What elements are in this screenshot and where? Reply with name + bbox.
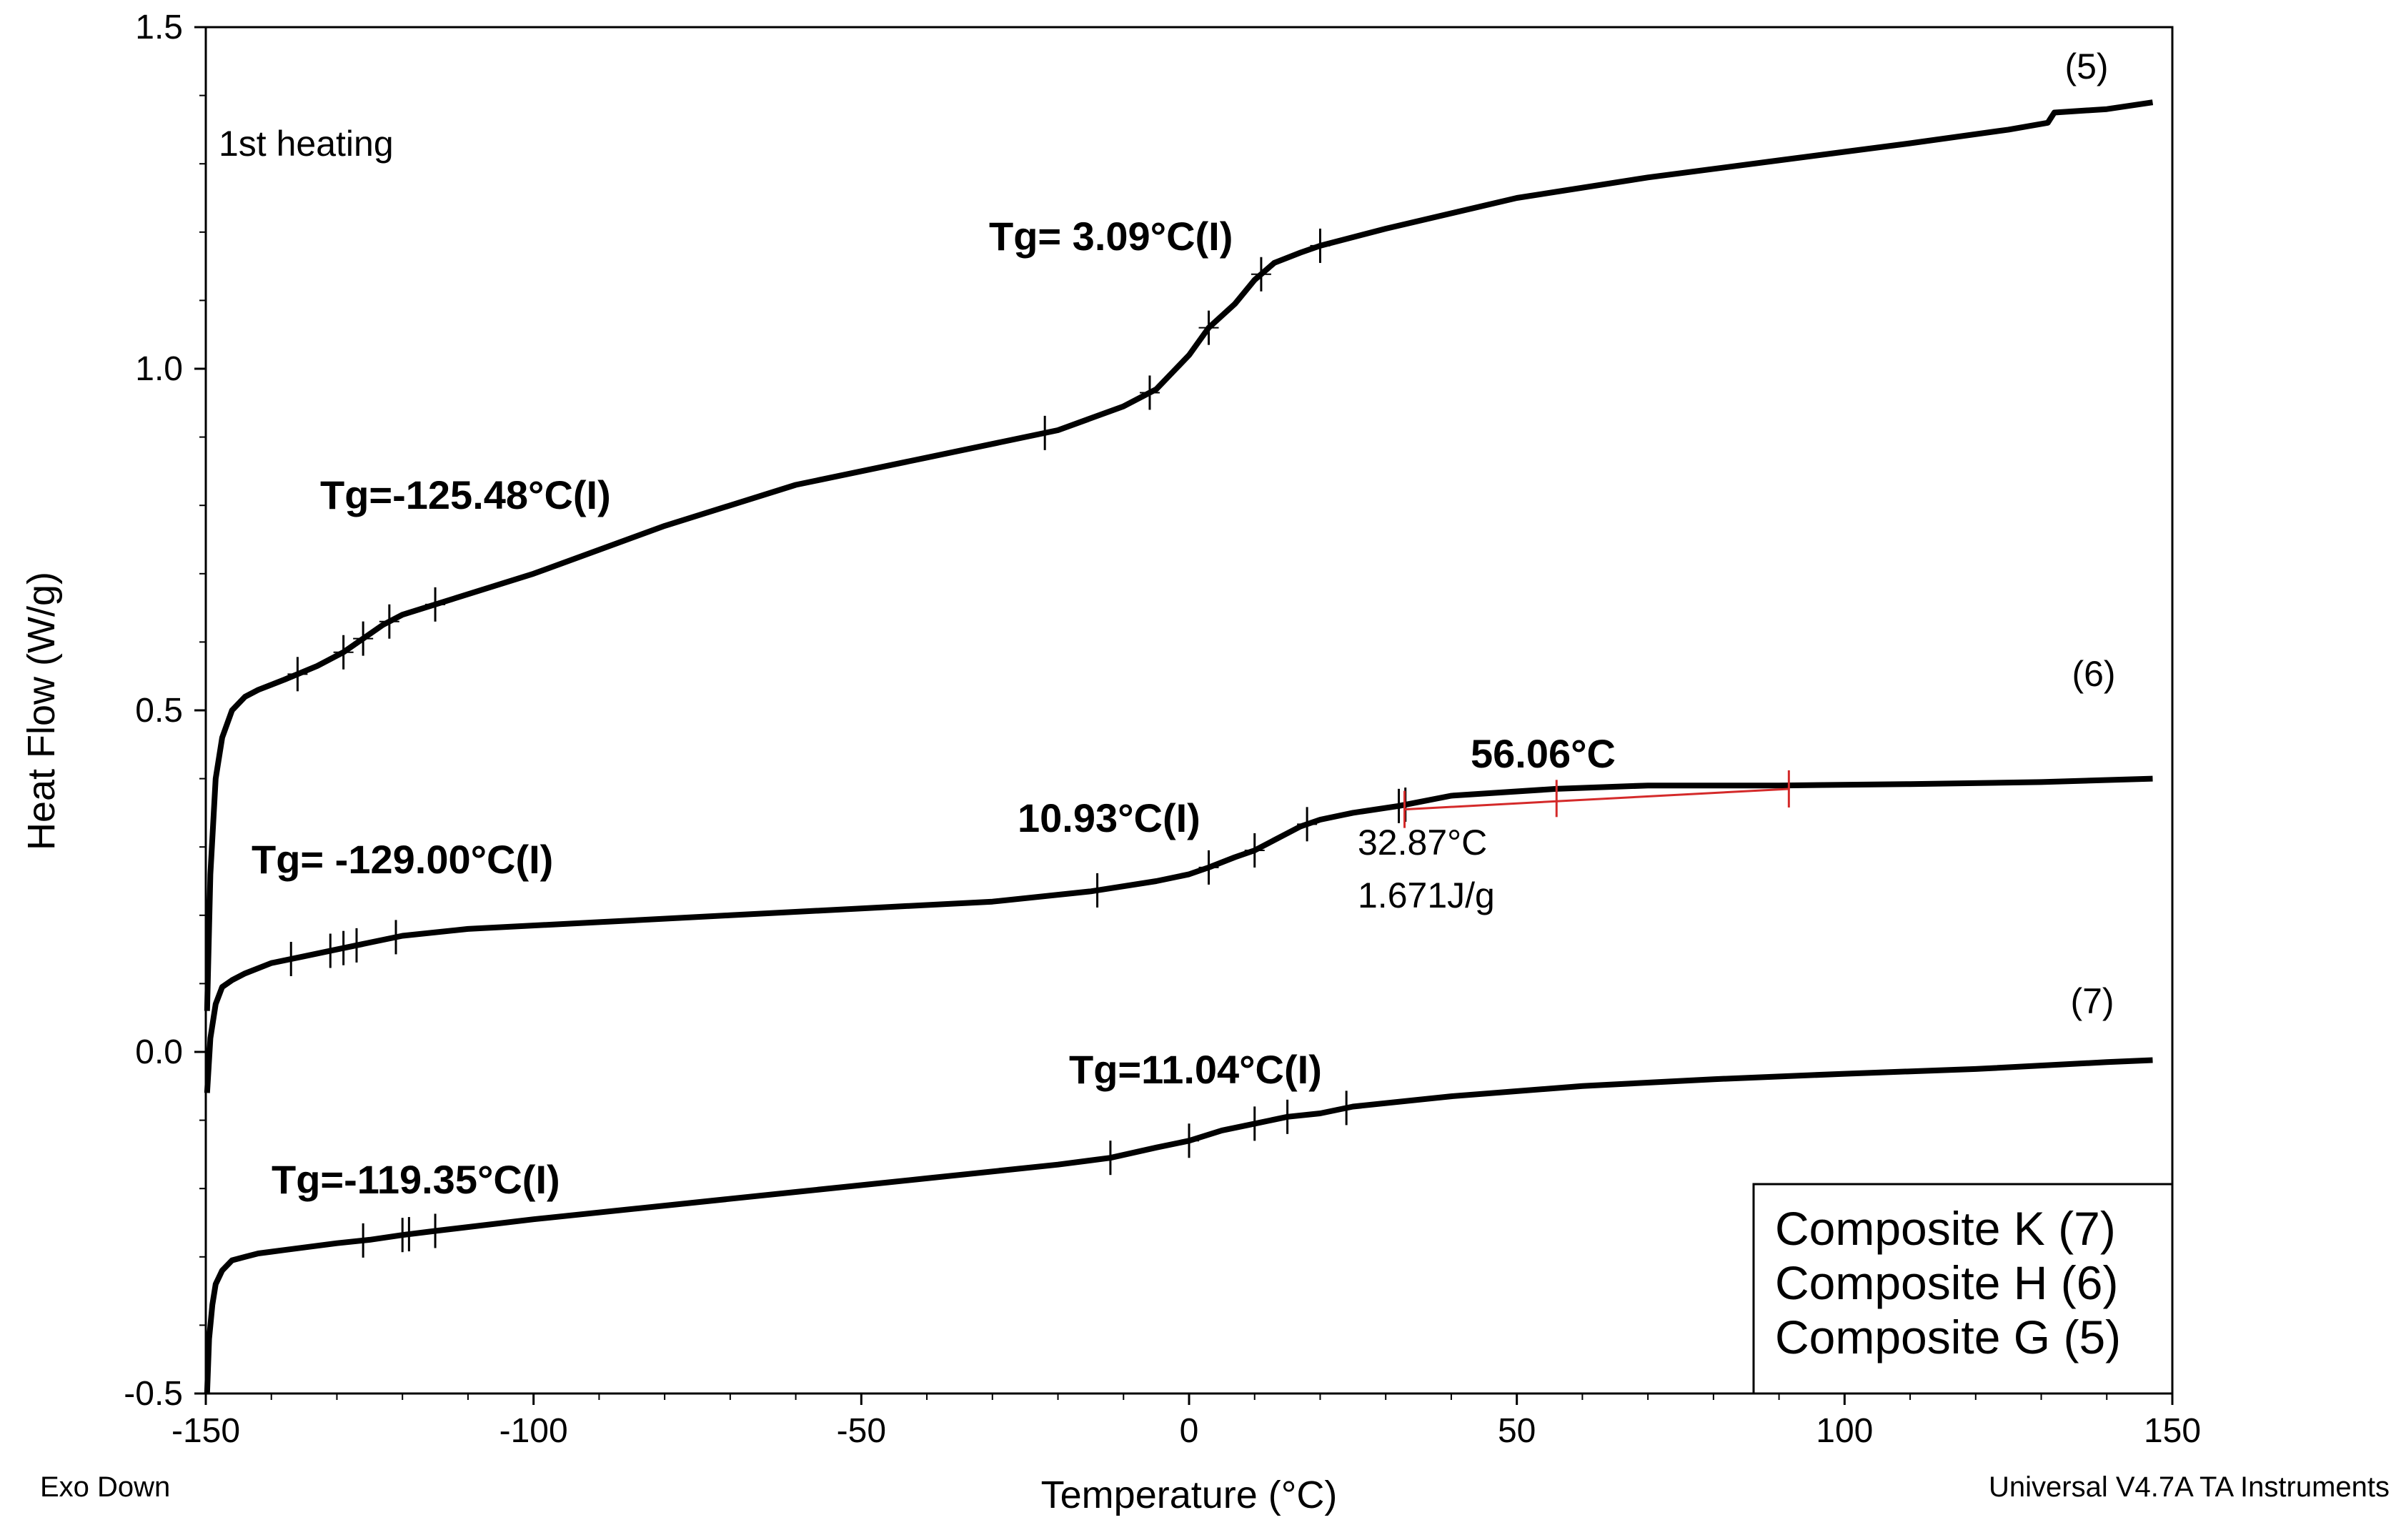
peak-integration [1403,770,1790,828]
y-tick-label: 0.5 [135,692,183,730]
x-axis: -150 -100 -50 0 50 100 150 [172,1394,2201,1450]
x-tick-label: -50 [837,1412,886,1450]
annotation-tg-g-high: Tg= 3.09°C(I) [989,214,1233,259]
series-line-composite-h [204,775,2153,1093]
y-tick-label: 1.0 [135,350,183,388]
annotation-tg-h-low: Tg= -129.00°C(I) [252,837,553,882]
legend: Composite K (7) Composite H (6) Composit… [1752,1183,2174,1395]
x-tick-label: 50 [1498,1412,1536,1450]
exo-direction-label: Exo Down [40,1471,170,1503]
x-tick-label: 100 [1816,1412,1873,1450]
x-tick-label: -150 [172,1412,240,1450]
annotation-tg-k-low: Tg=-119.35°C(I) [272,1157,560,1202]
x-tick-label: 150 [2144,1412,2201,1450]
integration-baseline [1404,788,1789,811]
x-axis-title: Temperature (°C) [1041,1474,1338,1516]
series-line-composite-g [204,99,2154,1011]
x-tick-label: 0 [1180,1412,1199,1450]
annotation-tg-h-high: 10.93°C(I) [1018,795,1200,840]
y-tick-label: 1.5 [135,9,183,46]
x-tick-label: -100 [499,1412,568,1450]
legend-item-composite-k: Composite K (7) [1775,1202,2116,1255]
series-marker-5: (5) [2064,46,2108,86]
series-marker-7: (7) [2070,981,2114,1021]
y-axis-title: Heat Flow (W/g) [20,572,63,850]
legend-box [1752,1183,2174,1395]
y-tick-label: 0.0 [135,1033,183,1071]
y-axis: -0.5 0.0 0.5 1.0 1.5 [124,9,206,1413]
heating-label: 1st heating [219,124,394,164]
annotation-tg-k-high: Tg=11.04°C(I) [1069,1047,1322,1092]
annotation-peak-temp: 56.06°C [1471,731,1616,776]
peak-onset-label: 32.87°C [1358,823,1487,863]
legend-item-composite-h: Composite H (6) [1775,1256,2118,1309]
transition-markers [281,228,1416,1258]
enthalpy-label: 1.671J/g [1358,875,1495,915]
annotation-tg-g-low: Tg=-125.48°C(I) [320,472,611,517]
series-marker-6: (6) [2072,654,2115,694]
y-tick-label: -0.5 [124,1375,183,1413]
software-label: Universal V4.7A TA Instruments [1989,1471,2390,1503]
series-line-composite-k [204,1057,2153,1394]
legend-item-composite-g: Composite G (5) [1775,1311,2121,1363]
